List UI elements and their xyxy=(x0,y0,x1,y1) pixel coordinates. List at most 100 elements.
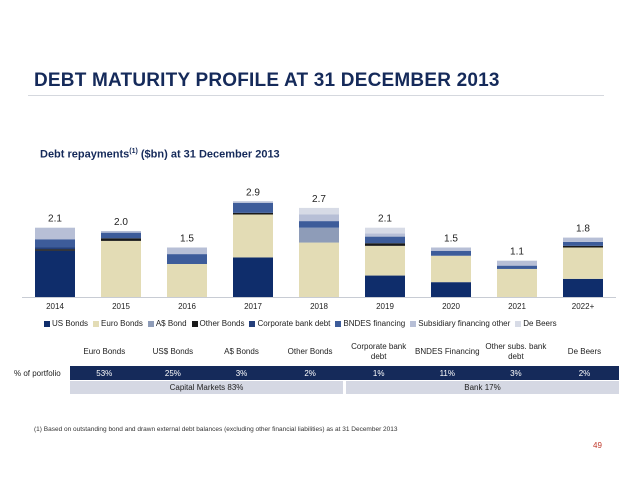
bar-segment-2014-subsidiary-financing-other xyxy=(35,227,75,240)
legend-label: A$ Bond xyxy=(155,319,187,328)
bar-segment-2020-bndes-financing xyxy=(431,250,471,256)
group-bank: Bank 17% xyxy=(346,381,619,394)
bar-segment-2022+-euro-bonds xyxy=(563,247,603,279)
title-divider xyxy=(28,95,604,96)
footnote: (1) Based on outstanding bond and drawn … xyxy=(34,426,398,433)
bar-segment-2017-euro-bonds xyxy=(233,214,273,258)
table-cell-value: 2% xyxy=(304,368,316,378)
bar-segment-2015-bndes-financing xyxy=(101,232,141,239)
total-label-2018: 2.7 xyxy=(312,194,326,205)
legend-swatch xyxy=(515,320,522,327)
legend-item-us-bonds: US Bonds xyxy=(44,319,88,328)
legend-item-other-bonds: Other Bonds xyxy=(191,319,245,328)
bar-segment-2020-us-bonds xyxy=(431,282,471,297)
bar-segment-2019-other-bonds xyxy=(365,243,405,246)
bar-segment-2022+-other-bonds xyxy=(563,245,603,248)
legend-swatch xyxy=(191,320,198,327)
table-cell-value: 3% xyxy=(510,368,522,378)
table-header-a-bonds: A$ Bonds xyxy=(224,347,259,356)
table-header-bndes-financing: BNDES Financing xyxy=(415,347,480,356)
legend-swatch xyxy=(147,320,154,327)
legend-item-a-bond: A$ Bond xyxy=(147,319,187,328)
table-header-de-beers: De Beers xyxy=(567,347,602,356)
total-label-2017: 2.9 xyxy=(246,187,260,198)
bar-segment-2021-euro-bonds xyxy=(497,268,537,297)
x-tick-label-2019: 2019 xyxy=(376,302,394,311)
legend-swatch xyxy=(44,320,50,327)
legend-label: US Bonds xyxy=(52,319,89,328)
bar-segment-2022+-bndes-financing xyxy=(563,241,603,246)
table-cell-value: 1% xyxy=(372,368,385,378)
legend-label: BNDES financing xyxy=(343,319,406,328)
bar-segment-2016-euro-bonds xyxy=(167,264,207,297)
subtitle-footnote-ref: (1) xyxy=(129,148,138,155)
table-cell-value: 3% xyxy=(235,368,248,378)
legend-swatch xyxy=(335,320,342,327)
bar-segment-2014-us-bonds xyxy=(35,250,75,297)
x-tick-label-2020: 2020 xyxy=(442,302,460,311)
total-label-2016: 1.5 xyxy=(180,234,194,245)
table-header-other-subs-bank-debt: Other subs. bank debt xyxy=(485,342,547,361)
table-header-corporate-bank-debt: Corporate bank debt xyxy=(351,342,407,361)
bar-segment-2020-subsidiary-financing-other xyxy=(431,247,471,251)
total-label-2019: 2.1 xyxy=(378,214,392,225)
table-cell-value: 11% xyxy=(439,368,455,378)
table-row-label: % of portfolio xyxy=(14,369,61,378)
legend-label: Corporate bank debt xyxy=(257,319,331,328)
bar-segment-2017-other-bonds xyxy=(233,212,273,215)
legend-item-de-beers: De Beers xyxy=(515,319,557,328)
bar-segment-2017-us-bonds xyxy=(233,257,273,297)
table-value-row xyxy=(70,366,619,380)
bar-segment-2014-corporate-bank-debt xyxy=(35,247,75,250)
page-title: DEBT MATURITY PROFILE AT 31 DECEMBER 201… xyxy=(34,70,500,91)
legend-label: Euro Bonds xyxy=(101,319,143,328)
bar-segment-2018-de-beers xyxy=(299,207,339,215)
legend-item-subsidiary-financing-other: Subsidiary financing other xyxy=(410,319,510,328)
x-tick-label-2022+: 2022+ xyxy=(572,302,595,311)
chart-legend: US Bonds Euro Bonds A$ Bond Other Bonds Corp… xyxy=(44,319,624,328)
legend-item-euro-bonds: Euro Bonds xyxy=(93,319,143,328)
x-tick-label-2015: 2015 xyxy=(112,302,130,311)
x-tick-label-2017: 2017 xyxy=(244,302,262,311)
bar-segment-2022+-subsidiary-financing-other xyxy=(563,237,603,242)
legend-label: Subsidiary financing other xyxy=(418,319,511,328)
total-label-2022+: 1.8 xyxy=(576,224,590,235)
bar-segment-2015-subsidiary-financing-other xyxy=(101,231,141,233)
total-label-2021: 1.1 xyxy=(510,247,524,258)
bar-segment-2015-euro-bonds xyxy=(101,240,141,297)
legend-swatch xyxy=(249,320,256,327)
table-header-euro-bonds: Euro Bonds xyxy=(83,347,126,356)
legend-item-corporate-bank-debt: Corporate bank debt xyxy=(249,319,330,328)
bar-segment-2018-euro-bonds xyxy=(299,242,339,297)
bar-segment-2014-bndes-financing xyxy=(35,239,75,248)
group-capital-markets: Capital Markets 83% xyxy=(70,381,343,394)
legend-item-bndes-financing: BNDES financing xyxy=(335,319,405,328)
bar-segment-2019-subsidiary-financing-other xyxy=(365,233,405,237)
x-tick-label-2021: 2021 xyxy=(508,302,526,311)
bar-segment-2017-subsidiary-financing-other xyxy=(233,201,273,203)
x-tick-label-2018: 2018 xyxy=(310,302,328,311)
bar-segment-2018-subsidiary-financing-other xyxy=(299,214,339,222)
page-number: 49 xyxy=(593,441,602,450)
total-label-2015: 2.0 xyxy=(114,217,128,228)
bar-segment-2016-subsidiary-financing-other xyxy=(167,247,207,255)
legend-swatch xyxy=(93,320,100,327)
legend-label: Other Bonds xyxy=(199,319,245,328)
chart-subtitle: Debt repayments(1) ($bn) at 31 December … xyxy=(40,148,280,161)
debt-maturity-chart: 2.1 2014 2.0 2015 1.5 2016 2.9 2017 2.7 2018 2.1 20… xyxy=(22,187,616,311)
legend-label: De Beers xyxy=(523,319,557,328)
subtitle-suffix: ($bn) at 31 December 2013 xyxy=(137,148,280,161)
subtitle-prefix: Debt repayments xyxy=(40,148,130,161)
bar-segment-2020-euro-bonds xyxy=(431,255,471,283)
total-label-2014: 2.1 xyxy=(48,214,62,225)
table-header-us-bonds: US$ Bonds xyxy=(152,347,194,356)
legend-swatch xyxy=(410,320,417,327)
bar-segment-2015-other-bonds xyxy=(101,238,141,241)
bar-segment-2017-bndes-financing xyxy=(233,202,273,213)
bar-segment-2021-subsidiary-financing-other xyxy=(497,260,537,266)
bar-segment-2016-bndes-financing xyxy=(167,254,207,264)
table-header-other-bonds: Other Bonds xyxy=(287,347,333,356)
table-cell-value: 53% xyxy=(96,368,113,378)
bar-segment-2014-other-bonds xyxy=(35,249,75,251)
total-label-2020: 1.5 xyxy=(444,234,458,245)
